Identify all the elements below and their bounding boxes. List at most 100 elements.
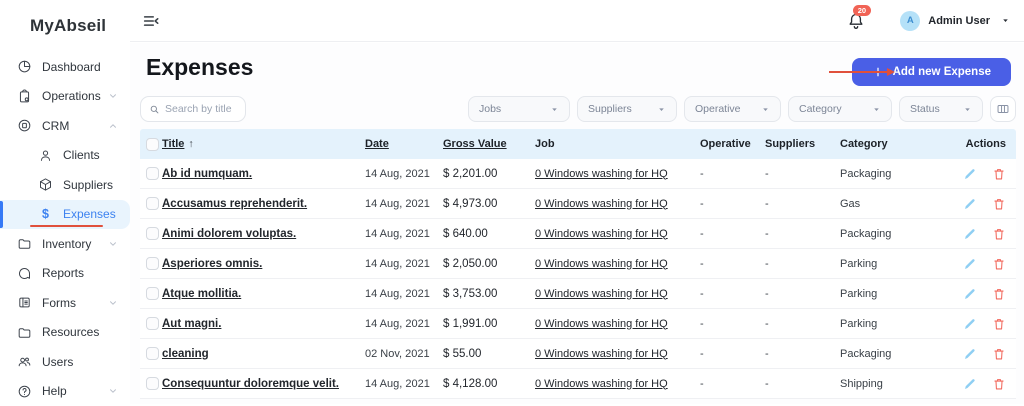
operations-icon (17, 89, 32, 104)
category-filter-dropdown[interactable]: Category (788, 96, 892, 122)
table-row: Ab id numquam. 14 Aug, 2021 $ 2,201.00 0… (140, 159, 1016, 189)
expense-title-link[interactable]: Aut magni. (162, 318, 221, 330)
expense-title-link[interactable]: Consequuntur doloremque velit. (162, 378, 339, 390)
delete-icon[interactable] (992, 197, 1006, 211)
expense-job-link[interactable]: 0 Windows washing for HQ (535, 378, 668, 390)
expense-suppliers: - (765, 198, 840, 210)
brand-logo: MyAbseil (30, 16, 106, 36)
row-checkbox[interactable] (146, 317, 159, 330)
select-all-checkbox[interactable] (146, 138, 159, 151)
expense-job-link[interactable]: 0 Windows washing for HQ (535, 258, 668, 270)
table-row: Accusamus reprehenderit. 14 Aug, 2021 $ … (140, 189, 1016, 219)
row-checkbox[interactable] (146, 377, 159, 390)
column-header-actions: Actions (955, 138, 1006, 150)
expense-title-link[interactable]: cleaning (162, 348, 209, 360)
expense-operative: - (700, 378, 765, 390)
edit-icon[interactable] (963, 317, 977, 331)
expense-operative: - (700, 288, 765, 300)
sidebar-item-expenses[interactable]: $ Expenses (0, 200, 130, 230)
column-header-title[interactable]: Title ↑ (162, 138, 365, 150)
sidebar-item-operations[interactable]: Operations (0, 82, 130, 112)
row-checkbox[interactable] (146, 287, 159, 300)
expense-title-link[interactable]: Ab id numquam. (162, 168, 252, 180)
expense-job-link[interactable]: 0 Windows washing for HQ (535, 288, 668, 300)
sidebar-item-crm[interactable]: CRM (0, 111, 130, 141)
expense-date: 14 Aug, 2021 (365, 258, 443, 270)
edit-icon[interactable] (963, 257, 977, 271)
delete-icon[interactable] (992, 227, 1006, 241)
row-checkbox[interactable] (146, 257, 159, 270)
expense-gross-value: $ 2,050.00 (443, 258, 535, 270)
sidebar-item-clients[interactable]: Clients (0, 141, 130, 171)
delete-icon[interactable] (992, 317, 1006, 331)
chevron-down-icon (108, 298, 118, 308)
jobs-filter-dropdown[interactable]: Jobs (468, 96, 570, 122)
expense-category: Parking (840, 258, 955, 270)
column-header-operative: Operative (700, 138, 765, 150)
expense-gross-value: $ 3,753.00 (443, 288, 535, 300)
edit-icon[interactable] (963, 377, 977, 391)
expense-date: 14 Aug, 2021 (365, 228, 443, 240)
row-checkbox[interactable] (146, 227, 159, 240)
suppliers-filter-dropdown[interactable]: Suppliers (577, 96, 677, 122)
expense-gross-value: $ 55.00 (443, 348, 535, 360)
expense-title-link[interactable]: Asperiores omnis. (162, 258, 262, 270)
expense-job-link[interactable]: 0 Windows washing for HQ (535, 348, 668, 360)
expense-job-link[interactable]: 0 Windows washing for HQ (535, 318, 668, 330)
sidebar-item-suppliers[interactable]: Suppliers (0, 170, 130, 200)
sidebar-item-label: Clients (63, 148, 100, 162)
delete-icon[interactable] (992, 257, 1006, 271)
status-filter-dropdown[interactable]: Status (899, 96, 983, 122)
column-label: Date (365, 138, 389, 150)
sidebar-collapse-icon[interactable] (142, 12, 160, 30)
column-label: Suppliers (765, 138, 815, 150)
expense-title-link[interactable]: Atque mollitia. (162, 288, 241, 300)
page-title: Expenses (146, 54, 253, 81)
column-header-gross-value[interactable]: Gross Value (443, 138, 535, 150)
expense-job-link[interactable]: 0 Windows washing for HQ (535, 228, 668, 240)
delete-icon[interactable] (992, 167, 1006, 181)
expense-title-link[interactable]: Accusamus reprehenderit. (162, 198, 307, 210)
sidebar-item-help[interactable]: Help (0, 377, 130, 406)
edit-icon[interactable] (963, 227, 977, 241)
search-input[interactable] (165, 103, 237, 115)
column-header-date[interactable]: Date (365, 138, 443, 150)
sidebar-item-resources[interactable]: Resources (0, 318, 130, 348)
edit-icon[interactable] (963, 347, 977, 361)
user-menu-chevron-icon[interactable] (1001, 16, 1010, 25)
sidebar-item-reports[interactable]: Reports (0, 259, 130, 289)
package-icon (38, 177, 53, 192)
edit-icon[interactable] (963, 197, 977, 211)
row-checkbox[interactable] (146, 347, 159, 360)
delete-icon[interactable] (992, 347, 1006, 361)
column-header-job: Job (535, 138, 700, 150)
row-checkbox[interactable] (146, 167, 159, 180)
edit-icon[interactable] (963, 287, 977, 301)
expense-job-link[interactable]: 0 Windows washing for HQ (535, 198, 668, 210)
delete-icon[interactable] (992, 377, 1006, 391)
topbar-right: 20 A Admin User (846, 11, 1010, 31)
chevron-up-icon (108, 121, 118, 131)
edit-icon[interactable] (963, 167, 977, 181)
sidebar-item-users[interactable]: Users (0, 347, 130, 377)
expense-title-link[interactable]: Animi dolorem voluptas. (162, 228, 296, 240)
sidebar-item-inventory[interactable]: Inventory (0, 229, 130, 259)
chevron-down-icon (108, 239, 118, 249)
delete-icon[interactable] (992, 287, 1006, 301)
row-checkbox[interactable] (146, 197, 159, 210)
expense-gross-value: $ 4,128.00 (443, 378, 535, 390)
expense-suppliers: - (765, 168, 840, 180)
notifications-bell-icon[interactable]: 20 (846, 11, 866, 31)
expense-job-link[interactable]: 0 Windows washing for HQ (535, 168, 668, 180)
expense-category: Shipping (840, 378, 955, 390)
expense-date: 02 Nov, 2021 (365, 348, 443, 360)
forms-icon (17, 295, 32, 310)
notifications-badge: 20 (853, 5, 870, 17)
sidebar-item-label: Expenses (63, 207, 116, 221)
sidebar-item-forms[interactable]: Forms (0, 288, 130, 318)
sidebar-item-label: Reports (42, 266, 84, 280)
avatar[interactable]: A (900, 11, 920, 31)
operative-filter-dropdown[interactable]: Operative (684, 96, 781, 122)
columns-toggle-button[interactable] (990, 96, 1016, 122)
sidebar-item-dashboard[interactable]: Dashboard (0, 52, 130, 82)
